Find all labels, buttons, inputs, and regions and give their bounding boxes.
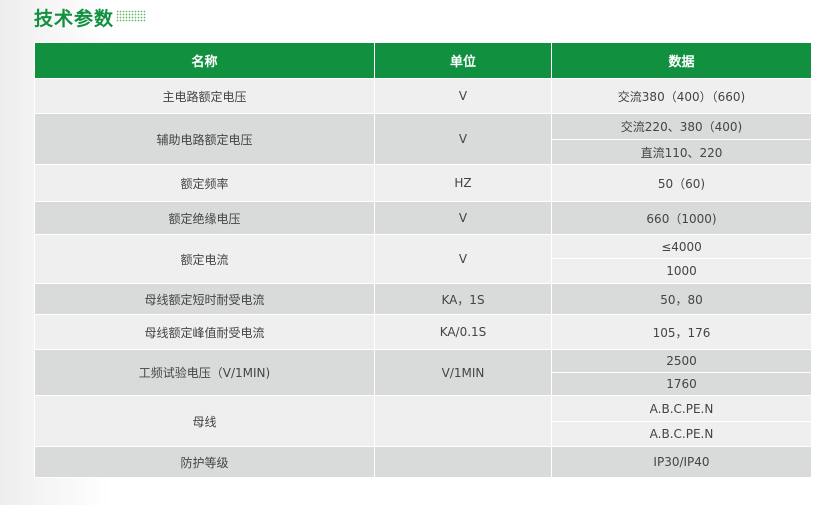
cell-value: 2500 — [551, 349, 812, 373]
cell-name: 辅助电路额定电压 — [34, 113, 375, 165]
table-row: 母线额定峰值耐受电流 KA/0.1S 105，176 — [34, 314, 812, 350]
table-row: 辅助电路额定电压 V 交流220、380（400) — [34, 113, 812, 165]
table-header: 名称 单位 数据 — [34, 42, 812, 79]
header-unit: 单位 — [374, 42, 552, 79]
cell-name: 母线 — [34, 395, 375, 447]
cell-unit: V — [374, 201, 552, 235]
cell-unit: V/1MIN — [374, 349, 552, 396]
cell-unit: V — [374, 234, 552, 284]
cell-unit: KA/0.1S — [374, 314, 552, 350]
table-row: 1760 — [35, 372, 812, 396]
cell-value: 交流220、380（400) — [551, 113, 812, 140]
table-row: 母线 A.B.C.PE.N — [34, 395, 812, 447]
header-name: 名称 — [34, 42, 375, 79]
cell-value: 1000 — [551, 258, 812, 284]
table-row: 防护等级 IP30/IP40 — [34, 446, 812, 478]
cell-value: 50，80 — [551, 283, 812, 315]
table-row: 额定电流 V ≤4000 — [34, 234, 812, 284]
cell-unit: V — [374, 78, 552, 114]
cell-unit — [374, 446, 552, 478]
cell-value: 105，176 — [551, 314, 812, 350]
cell-name: 防护等级 — [34, 446, 375, 478]
cell-unit: V — [374, 113, 552, 165]
cell-value: A.B.C.PE.N — [551, 421, 812, 447]
cell-name: 工频试验电压（V/1MIN) — [34, 349, 375, 396]
cell-name: 母线额定短时耐受电流 — [34, 283, 375, 315]
header-data: 数据 — [551, 42, 812, 79]
cell-name: 母线额定峰值耐受电流 — [34, 314, 375, 350]
cell-unit: KA，1S — [374, 283, 552, 315]
cell-value: ≤4000 — [551, 234, 812, 259]
cell-name: 主电路额定电压 — [34, 78, 375, 114]
table-row: 工频试验电压（V/1MIN) V/1MIN 2500 — [34, 349, 812, 396]
page-title: 技术参数 — [34, 8, 115, 30]
cell-unit — [374, 395, 552, 447]
cell-value: IP30/IP40 — [551, 446, 812, 478]
cell-value: 660（1000) — [551, 201, 812, 235]
cell-value: 50（60) — [551, 164, 812, 202]
table-row: 额定频率 HZ 50（60) — [34, 164, 812, 202]
table-row: 1000 — [35, 258, 812, 284]
cell-name: 额定绝缘电压 — [34, 201, 375, 235]
cell-unit: HZ — [374, 164, 552, 202]
table-row: 额定绝缘电压 V 660（1000) — [34, 201, 812, 235]
cell-value: 交流380（400）（660) — [551, 78, 812, 114]
dots-decoration-icon — [116, 10, 146, 22]
cell-value: 1760 — [551, 372, 812, 396]
table-row: 主电路额定电压 V 交流380（400）（660) — [34, 78, 812, 114]
table-row: 母线额定短时耐受电流 KA，1S 50，80 — [34, 283, 812, 315]
cell-name: 额定电流 — [34, 234, 375, 284]
cell-name: 额定频率 — [34, 164, 375, 202]
spec-table: 名称 单位 数据 主电路额定电压 V 交流380（400）（660) 辅助电路额定电压… — [34, 42, 812, 478]
table-row: 直流110、220 — [35, 139, 812, 165]
cell-value: A.B.C.PE.N — [551, 395, 812, 422]
cell-value: 直流110、220 — [551, 139, 812, 165]
